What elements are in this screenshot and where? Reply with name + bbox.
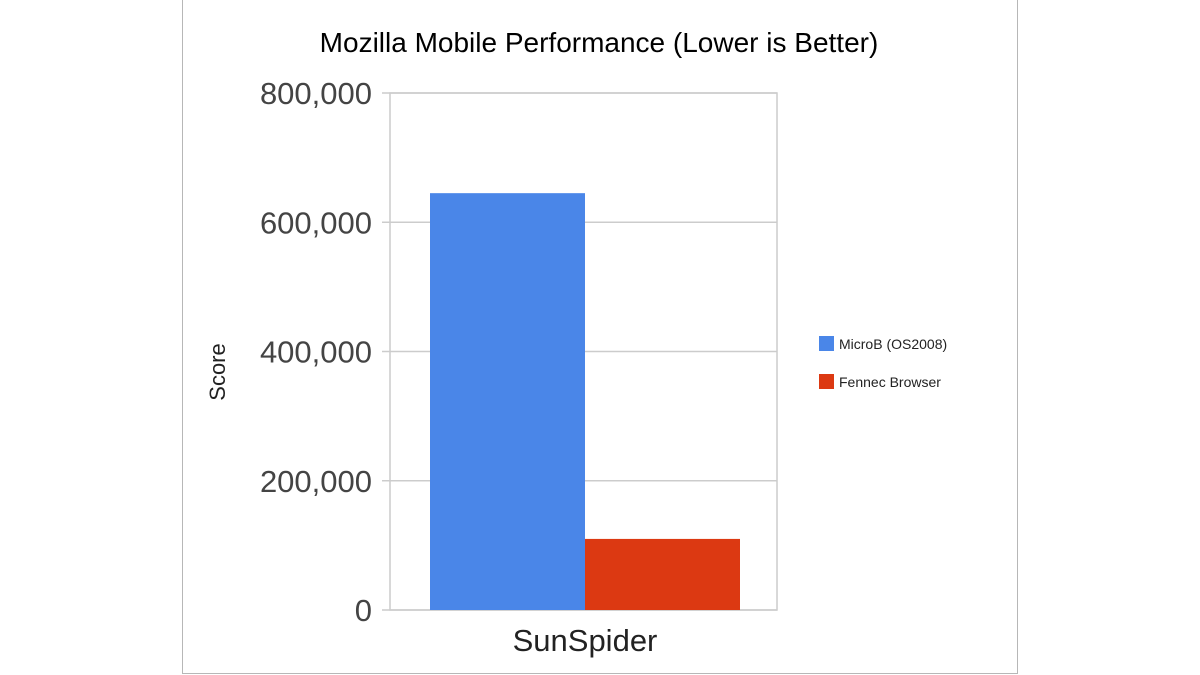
legend-label: MicroB (OS2008) — [839, 336, 947, 352]
y-tick-label: 0 — [355, 593, 372, 628]
legend: MicroB (OS2008) Fennec Browser — [819, 336, 947, 390]
y-tick-label: 200,000 — [260, 464, 372, 499]
y-tick-label: 400,000 — [260, 335, 372, 370]
y-tick-label: 600,000 — [260, 205, 372, 240]
chart-title: Mozilla Mobile Performance (Lower is Bet… — [320, 27, 879, 58]
bar-microb — [430, 193, 585, 610]
legend-swatch — [819, 374, 834, 389]
legend-swatch — [819, 336, 834, 351]
y-axis-title: Score — [205, 343, 230, 400]
y-tick-label: 800,000 — [260, 76, 372, 111]
legend-label: Fennec Browser — [839, 374, 941, 390]
category-label: SunSpider — [513, 623, 658, 658]
bar-fennec — [585, 538, 740, 610]
